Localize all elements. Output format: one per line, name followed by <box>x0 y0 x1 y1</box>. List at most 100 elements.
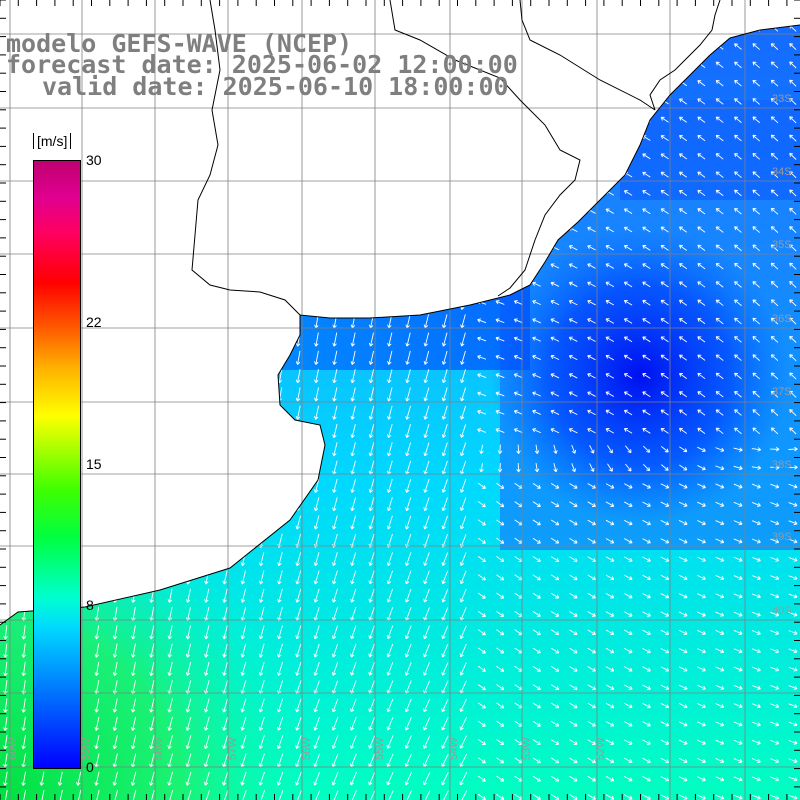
wind-arrow <box>497 462 503 473</box>
wind-arrow <box>276 790 284 800</box>
wind-arrow <box>495 391 505 397</box>
wind-arrow <box>222 533 228 548</box>
wind-arrow <box>642 684 651 690</box>
wind-arrow <box>113 259 118 274</box>
wind-arrow <box>513 171 523 177</box>
longitude-label: 53W <box>521 737 533 760</box>
wind-arrow <box>495 153 505 159</box>
wind-arrow <box>405 204 411 219</box>
wind-arrow <box>259 423 264 439</box>
wind-arrow <box>441 552 449 566</box>
wind-arrow <box>240 570 246 585</box>
wind-arrow <box>623 153 633 160</box>
wind-arrow <box>223 240 228 256</box>
wind-arrow <box>276 735 284 749</box>
wind-arrow <box>605 153 615 160</box>
wind-arrow <box>94 533 100 548</box>
wind-arrow <box>259 277 264 292</box>
wind-arrow <box>423 405 430 420</box>
wind-arrow <box>186 222 192 237</box>
wind-arrow <box>295 387 301 402</box>
wind-arrow <box>477 336 487 342</box>
wind-arrow <box>21 588 27 603</box>
wind-arrow <box>660 373 669 379</box>
wind-arrow <box>496 720 505 727</box>
wind-arrow <box>350 662 357 676</box>
wind-arrow <box>314 295 319 311</box>
wind-arrow <box>679 244 688 251</box>
wind-arrow <box>222 478 228 493</box>
wind-arrow <box>550 25 560 31</box>
wind-arrow <box>553 463 558 473</box>
colorbar-tick-label: 22 <box>86 313 102 330</box>
wind-arrow <box>422 790 431 800</box>
wind-arrow <box>678 629 688 636</box>
wind-arrow <box>423 259 429 274</box>
wind-arrow <box>204 204 210 219</box>
wind-arrow <box>642 318 651 324</box>
wind-arrow <box>113 405 118 420</box>
wind-arrow <box>752 61 761 69</box>
wind-arrow <box>770 447 780 452</box>
wind-arrow <box>624 483 633 489</box>
wind-arrow <box>605 208 615 214</box>
wind-arrow <box>332 552 338 567</box>
wind-arrow <box>589 463 595 472</box>
wind-arrow <box>715 79 724 87</box>
wind-arrow <box>789 372 797 380</box>
wind-arrow <box>550 537 560 544</box>
wind-arrow <box>477 665 486 672</box>
wind-arrow <box>496 757 505 764</box>
wind-arrow <box>516 462 521 473</box>
wind-arrow <box>258 771 265 786</box>
wind-arrow <box>513 281 523 287</box>
wind-arrow <box>568 281 578 287</box>
wind-arrow <box>660 244 669 251</box>
wind-arrow <box>513 300 523 305</box>
wind-arrow <box>532 190 541 196</box>
wind-arrow <box>387 295 393 310</box>
wind-arrow <box>788 776 798 782</box>
wind-arrow <box>550 226 560 232</box>
wind-arrow <box>660 556 670 562</box>
wind-arrow <box>660 318 669 324</box>
wind-arrow <box>623 299 633 306</box>
wind-arrow <box>331 735 339 749</box>
wind-arrow <box>733 739 743 745</box>
wind-arrow <box>149 790 155 800</box>
wind-arrow <box>715 520 725 526</box>
wind-arrow <box>587 501 596 507</box>
wind-arrow <box>94 735 100 750</box>
wind-arrow <box>222 497 228 512</box>
wind-arrow <box>241 131 246 146</box>
wind-arrow <box>513 226 523 232</box>
longitude-label: 57W <box>227 737 239 760</box>
wind-arrow <box>734 208 742 215</box>
wind-arrow <box>605 299 615 306</box>
wind-arrow <box>331 570 338 585</box>
wind-arrow <box>587 354 596 361</box>
wind-arrow <box>441 772 449 786</box>
wind-arrow <box>21 497 27 512</box>
wind-arrow <box>660 354 669 361</box>
wind-arrow <box>313 716 320 731</box>
wind-arrow <box>296 149 301 164</box>
wind-arrow <box>186 387 191 402</box>
wind-arrow <box>405 186 411 201</box>
wind-arrow <box>660 190 669 196</box>
wind-arrow <box>751 483 761 489</box>
wind-arrow <box>788 502 798 507</box>
wind-arrow <box>751 776 761 782</box>
wind-arrow <box>258 625 265 640</box>
wind-arrow <box>222 405 228 420</box>
wind-arrow <box>222 570 228 585</box>
border-line <box>389 0 581 297</box>
wind-arrow <box>642 648 651 654</box>
wind-arrow <box>150 240 155 256</box>
wind-arrow <box>642 629 651 636</box>
wind-arrow <box>331 698 339 713</box>
wind-arrow <box>314 131 319 146</box>
wind-arrow <box>113 185 119 201</box>
wind-arrow <box>623 226 633 233</box>
wind-arrow <box>770 189 779 197</box>
